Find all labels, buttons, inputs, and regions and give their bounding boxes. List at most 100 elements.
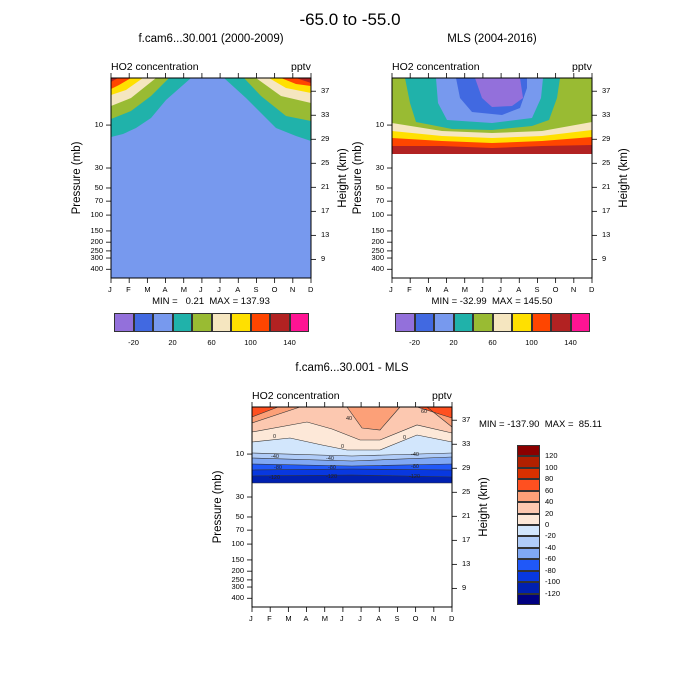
panel-title: f.cam6...30.001 (2000-2009) — [138, 33, 284, 45]
month-tick-label: M — [425, 285, 432, 294]
contour-value-label: -80 — [411, 464, 419, 470]
colorbar-label: 80 — [545, 474, 554, 484]
height-tick-label: 25 — [602, 158, 611, 168]
month-tick-label: S — [253, 285, 259, 294]
contour-value-label: -120 — [269, 475, 281, 481]
colorbar-box — [434, 313, 454, 332]
month-tick-label: D — [308, 285, 314, 294]
colorbar-box — [517, 445, 540, 457]
variable-label: HO2 concentration — [111, 61, 199, 73]
colorbar-label: 120 — [545, 451, 558, 461]
colorbar-box — [512, 313, 532, 332]
units-label: pptv — [572, 61, 592, 73]
pressure-tick-label: 70 — [375, 196, 384, 206]
contour-line — [251, 421, 453, 441]
month-tick-label: N — [289, 285, 296, 294]
month-tick-label: M — [285, 614, 292, 623]
month-tick-label: A — [376, 614, 382, 623]
colorbar-box — [289, 313, 309, 332]
colorbar-box — [517, 502, 540, 514]
height-tick-label: 37 — [321, 86, 330, 96]
colorbar-label: -20 — [128, 338, 139, 347]
contour-line — [251, 456, 453, 462]
pressure-tick-label: 300 — [90, 253, 103, 263]
colorbar-label: -40 — [545, 542, 556, 552]
pressure-tick-label: 70 — [235, 525, 244, 535]
colorbar-box — [517, 559, 540, 571]
month-tick-label: M — [321, 614, 328, 623]
colorbar-box — [172, 313, 192, 332]
height-axis-label: Height (km) — [618, 148, 630, 208]
colorbar-box — [517, 547, 540, 560]
pressure-tick-label: 200 — [371, 237, 384, 247]
colorbar-label: 100 — [525, 338, 538, 347]
month-tick-label: J — [358, 614, 362, 623]
contour-band — [296, 78, 311, 83]
month-tick-label: N — [570, 285, 577, 294]
height-tick-label: 9 — [321, 254, 326, 264]
month-tick-label: F — [267, 614, 272, 623]
month-tick-label: J — [479, 285, 484, 294]
month-tick-label: D — [589, 285, 595, 294]
pressure-tick-label: 250 — [231, 574, 244, 584]
height-tick-label: 33 — [602, 110, 611, 120]
contour-value-label: -120 — [326, 474, 338, 480]
month-tick-label: O — [271, 285, 278, 294]
height-tick-label: 29 — [321, 134, 330, 144]
contour-line — [251, 452, 453, 457]
units-label: pptv — [432, 390, 452, 402]
colorbar-box — [414, 313, 434, 332]
panel-title: f.cam6...30.001 - MLS — [295, 362, 409, 374]
colorbar-label: 60 — [545, 485, 554, 495]
pressure-tick-label: 100 — [371, 210, 384, 220]
colorbar-label: 20 — [449, 338, 458, 347]
month-tick-label: A — [162, 285, 168, 294]
contour-value-label: -40 — [271, 454, 279, 460]
colorbar-label: 40 — [545, 497, 554, 507]
colorbar-label: 100 — [244, 338, 257, 347]
month-tick-label: N — [430, 614, 437, 623]
height-tick-label: 37 — [602, 86, 611, 96]
pressure-tick-label: 400 — [231, 593, 244, 603]
variable-label: HO2 concentration — [252, 390, 340, 402]
height-tick-label: 29 — [462, 463, 471, 473]
colorbar-box — [517, 479, 540, 491]
contour-value-label: -80 — [328, 465, 336, 471]
plot-frame — [251, 406, 453, 608]
colorbar-label: 60 — [207, 338, 216, 347]
colorbar-label: -80 — [545, 565, 556, 575]
pressure-tick-label: 200 — [231, 566, 244, 576]
contour-value-label: 60 — [421, 409, 428, 415]
colorbar-label: 140 — [283, 338, 296, 347]
height-tick-label: 17 — [602, 206, 611, 216]
field-background — [111, 78, 311, 278]
height-tick-label: 33 — [321, 110, 330, 120]
pressure-tick-label: 100 — [231, 539, 244, 549]
colorbar-label: 60 — [488, 338, 497, 347]
colorbar-box — [517, 513, 540, 525]
colorbar-box — [395, 313, 415, 332]
month-tick-label: O — [412, 614, 419, 623]
height-tick-label: 17 — [321, 206, 330, 216]
contour-line — [251, 406, 301, 424]
contour-line — [251, 474, 453, 478]
pressure-tick-label: 150 — [90, 225, 103, 235]
pressure-tick-label: 30 — [375, 163, 384, 172]
colorbar-box — [153, 313, 173, 332]
contour-band — [347, 407, 400, 430]
colorbar-box — [231, 313, 251, 332]
contour-band — [392, 145, 592, 154]
colorbar-box — [211, 313, 231, 332]
contour-band — [111, 78, 118, 82]
contour-plot-0 — [106, 73, 316, 283]
month-tick-label: F — [126, 285, 131, 294]
colorbar-box — [517, 593, 540, 605]
height-tick-label: 25 — [321, 158, 330, 168]
panel-title: MLS (2004-2016) — [447, 33, 537, 45]
pressure-tick-label: 300 — [371, 253, 384, 263]
colorbar-label: -20 — [545, 531, 556, 541]
pressure-tick-label: 250 — [90, 245, 103, 255]
contour-plot-1 — [387, 73, 597, 283]
contour-band — [475, 78, 523, 107]
pressure-tick-label: 150 — [231, 554, 244, 564]
